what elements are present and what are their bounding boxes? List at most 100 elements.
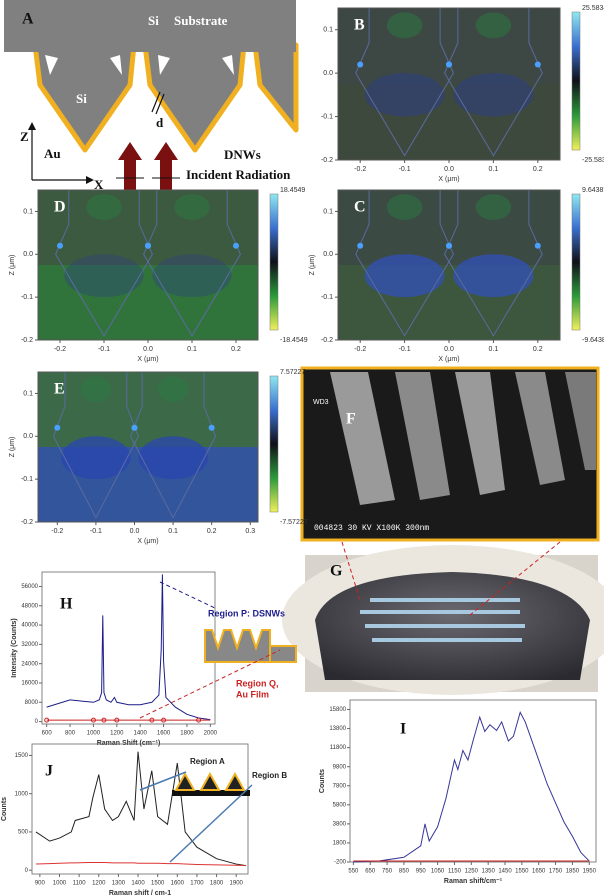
inset-base <box>172 790 250 796</box>
annotation: Au Film <box>236 689 269 699</box>
notch <box>110 55 122 75</box>
arrow-head <box>28 122 36 130</box>
x-tick-label: 0.1 <box>489 346 499 353</box>
y-tick-label: 0.1 <box>323 208 333 215</box>
field-map: -0.2 -0.1 0.0 0.1 0.2 0.1 0.0 -0.1 -0.2 X (μm) Z (… <box>309 187 604 363</box>
x-tick-label: 1250 <box>465 869 479 875</box>
hotspot <box>233 242 239 249</box>
marker <box>161 717 167 723</box>
hotspot <box>446 242 452 249</box>
arrow-head <box>86 176 94 184</box>
field-blob <box>453 254 534 298</box>
sem-wire <box>330 372 395 505</box>
substrate <box>4 30 296 52</box>
radiation-arrow <box>154 142 178 190</box>
panel-label: D <box>54 199 66 216</box>
x-tick-label: 0.1 <box>168 528 178 535</box>
label: Au <box>44 146 61 161</box>
spectrum-chart: -200 1800 3800 5800 7800 9800 11800 13800 15800 5… <box>319 699 597 885</box>
hotspot <box>534 242 541 249</box>
gap-mark <box>151 91 161 113</box>
x-tick-label: 1500 <box>151 881 165 887</box>
field-low <box>38 265 258 340</box>
y-axis-label: Counts <box>1 797 8 821</box>
marker <box>101 717 107 723</box>
field-map: -0.2 -0.1 0.0 0.1 0.2 0.1 0.0 -0.1 -0.2 X (μm) Z (… <box>9 187 308 363</box>
x-tick-label: 1900 <box>230 881 244 887</box>
y-tick-label: 16000 <box>21 681 38 687</box>
y-tick-label: 0 <box>25 868 29 874</box>
panel-f: WD3 F 004823 30 KV X100K 300nm <box>300 366 600 542</box>
x-tick-label: -0.1 <box>90 528 102 535</box>
x-tick-label: -0.2 <box>51 528 63 535</box>
spectrum-line <box>35 751 247 867</box>
x-tick-label: 600 <box>42 731 53 737</box>
x-tick-label: -0.1 <box>399 166 411 173</box>
field-top <box>475 12 512 39</box>
x-tick-label: 1100 <box>73 881 87 887</box>
spectrum-chart: 0 500 1000 1500 900 1000 1100 1200 1300 1400 1500 1… <box>1 743 249 896</box>
x-tick-label: 1550 <box>515 869 529 875</box>
y-tick-label: 8000 <box>25 700 39 706</box>
wire-outline <box>443 8 543 157</box>
y-tick-label: 48000 <box>21 603 38 609</box>
y-tick-label: -0.2 <box>321 157 333 164</box>
hotspot <box>57 242 63 249</box>
y-tick-label: 0.0 <box>323 251 333 258</box>
y-tick-label: -0.2 <box>21 337 33 344</box>
field-area <box>338 8 560 160</box>
sem-wire <box>565 372 596 470</box>
wire-outline <box>355 8 455 157</box>
x-tick-label: 0.0 <box>444 166 454 173</box>
hotspot <box>54 424 61 431</box>
y-tick-label: 0.1 <box>323 27 333 34</box>
zoom-line <box>469 541 561 616</box>
inset-tip <box>174 771 196 791</box>
y-tick-label: 0.0 <box>23 433 33 440</box>
y-tick-label: 1500 <box>15 753 29 759</box>
colorbar-max: 25.5834 <box>582 5 604 12</box>
field-top <box>80 376 112 402</box>
colorbar-max: 7.57227 <box>280 369 305 376</box>
x-tick-label: 1400 <box>131 881 145 887</box>
annotation: Region P: DSNWs <box>208 608 285 618</box>
y-tick-label: 15800 <box>329 707 346 713</box>
marker <box>196 717 202 723</box>
label: Incident Radiation <box>186 167 291 182</box>
x-tick-label: 650 <box>365 869 376 875</box>
y-tick-label: -0.1 <box>321 294 333 301</box>
panel-label: B <box>354 17 365 34</box>
y-tick-label: 13800 <box>329 726 346 732</box>
y-tick-label: 1800 <box>333 841 347 847</box>
y-axis-label: Counts <box>319 769 326 793</box>
label: Z <box>20 129 29 144</box>
x-tick-label: -0.1 <box>98 346 110 353</box>
label: Si <box>148 13 159 28</box>
y-tick-label: -0.1 <box>21 476 33 483</box>
panel-a: A Si Substrate Si Z X Au d DNWs Incident… <box>4 0 299 192</box>
y-tick-label: 0.0 <box>23 251 33 258</box>
marker <box>90 717 96 723</box>
wire-outline <box>355 190 455 337</box>
panel-label: I <box>400 721 406 738</box>
colorbar-max: 9.64387 <box>582 187 604 194</box>
y-tick-label: 500 <box>18 830 29 836</box>
x-tick-label: -0.1 <box>399 346 411 353</box>
panel-g: G <box>282 541 604 695</box>
y-tick-label: 40000 <box>21 623 38 629</box>
y-tick-label: -0.2 <box>321 337 333 344</box>
field-blob <box>364 254 445 298</box>
y-axis-label: Z (μm) <box>309 255 316 276</box>
x-tick-label: 1800 <box>180 731 194 737</box>
field-top <box>475 194 512 220</box>
wire <box>252 42 299 133</box>
field-top <box>157 376 189 402</box>
y-tick-label: 32000 <box>21 642 38 648</box>
y-tick-label: 11800 <box>330 745 347 751</box>
field-blob <box>364 73 445 117</box>
x-tick-label: 1600 <box>157 731 171 737</box>
field-blob <box>138 436 208 480</box>
y-tick-label: 24000 <box>21 661 38 667</box>
x-axis-label: Raman shift / cm-1 <box>109 890 171 896</box>
